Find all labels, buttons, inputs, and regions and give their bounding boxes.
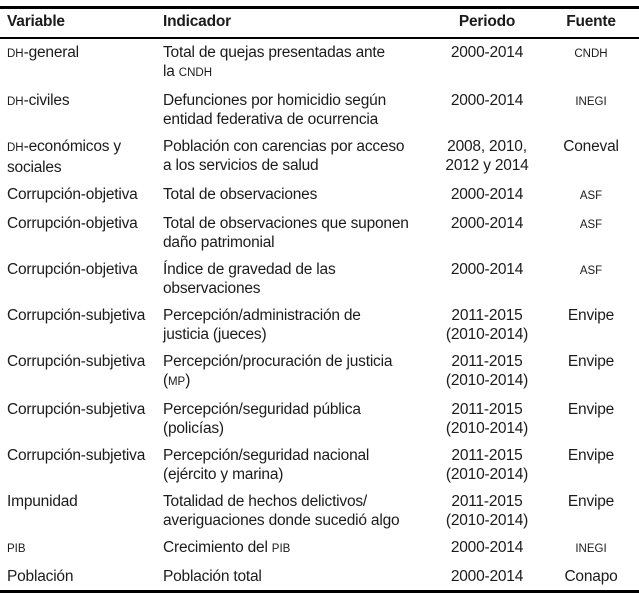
cell-variable: DH-económicos y sociales <box>7 138 121 176</box>
cell-fuente: Envipe <box>567 353 615 370</box>
cell-indicador: Total de observaciones <box>163 186 318 203</box>
cell-indicador: Población con carencias por acceso a los … <box>163 138 405 174</box>
cell-periodo: 2011-2015 (2010-2014) <box>445 493 529 529</box>
cell-periodo: 2011-2015 (2010-2014) <box>445 447 529 483</box>
cell-indicador: Percepción/seguridad pública (policías) <box>163 401 361 437</box>
table-row: Impunidad Totalidad de hechos delictivos… <box>0 488 639 534</box>
table-body: DH-general Total de quejas presentadas a… <box>0 38 639 592</box>
cell-fuente: CNDH <box>574 48 608 60</box>
table-row: Corrupción-subjetiva Percepción/segurida… <box>0 396 639 442</box>
cell-variable: Corrupción-subjetiva <box>7 353 146 370</box>
cell-indicador: Percepción/seguridad nacional (ejército y… <box>163 447 370 483</box>
cell-variable: Corrupción-objetiva <box>7 215 138 232</box>
cell-periodo: 2000-2014 <box>450 539 524 556</box>
table-header-row: Variable Indicador Periodo Fuente <box>0 7 639 39</box>
cell-fuente: Envipe <box>567 401 615 418</box>
column-header-fuente: Fuente <box>543 7 639 39</box>
cell-fuente: INEGI <box>575 96 607 108</box>
cell-indicador: Crecimiento del PIB <box>163 539 291 556</box>
cell-periodo: 2011-2015 (2010-2014) <box>445 307 529 343</box>
cell-fuente: INEGI <box>575 543 607 555</box>
table-row: Corrupción-objetiva Índice de gravedad d… <box>0 256 639 302</box>
table-row: Población Población total 2000-2014 Cona… <box>0 563 639 592</box>
cell-fuente: Envipe <box>567 493 615 510</box>
cell-indicador: Índice de gravedad de las observaciones <box>163 261 336 297</box>
cell-indicador: Defunciones por homicidio según entidad f… <box>163 92 386 128</box>
cell-periodo: 2011-2015 (2010-2014) <box>445 353 529 389</box>
cell-periodo: 2000-2014 <box>450 92 524 109</box>
table-row: DH-general Total de quejas presentadas a… <box>0 38 639 87</box>
cell-indicador: Total de observaciones que suponen daño p… <box>163 215 409 251</box>
cell-indicador: Población total <box>163 568 262 585</box>
table-row: Corrupción-subjetiva Percepción/administ… <box>0 302 639 348</box>
cell-fuente: ASF <box>579 265 603 277</box>
cell-periodo: 2000-2014 <box>450 215 524 232</box>
cell-variable: PIB <box>7 543 26 555</box>
cell-fuente: Envipe <box>567 307 615 324</box>
table-row: Corrupción-subjetiva Percepción/segurida… <box>0 442 639 488</box>
cell-fuente: ASF <box>579 190 603 202</box>
cell-variable: Corrupción-objetiva <box>7 186 138 203</box>
cell-variable: DH-general <box>7 44 79 61</box>
cell-periodo: 2000-2014 <box>450 261 524 278</box>
cell-fuente: Conapo <box>564 568 618 585</box>
cell-fuente: Coneval <box>563 138 619 155</box>
cell-fuente: ASF <box>579 219 603 231</box>
cell-indicador: Total de quejas presentadas ante la CNDH <box>163 44 385 80</box>
cell-indicador: Percepción/administración de justicia (ju… <box>163 307 361 343</box>
table-row: DH-civiles Defunciones por homicidio seg… <box>0 87 639 133</box>
cell-variable: Población <box>7 568 74 585</box>
cell-variable: Corrupción-subjetiva <box>7 447 146 464</box>
cell-fuente: Envipe <box>567 447 615 464</box>
table-row: PIB Crecimiento del PIB 2000-2014 INEGI <box>0 534 639 563</box>
cell-variable: Corrupción-objetiva <box>7 261 138 278</box>
column-header-periodo: Periodo <box>431 7 543 39</box>
cell-indicador: Percepción/procuración de justicia (MP) <box>163 353 393 389</box>
column-header-variable: Variable <box>0 7 163 39</box>
cell-periodo: 2011-2015 (2010-2014) <box>445 401 529 437</box>
table-row: DH-económicos y sociales Población con ca… <box>0 133 639 181</box>
cell-periodo: 2000-2014 <box>450 186 524 203</box>
table-row: Corrupción-subjetiva Percepción/procurac… <box>0 348 639 396</box>
table-row: Corrupción-objetiva Total de observacion… <box>0 210 639 256</box>
variables-table: Variable Indicador Periodo Fuente DH-gen… <box>0 6 639 593</box>
cell-variable: DH-civiles <box>7 92 70 109</box>
cell-indicador: Totalidad de hechos delictivos/averiguac… <box>163 493 400 529</box>
cell-variable: Corrupción-subjetiva <box>7 307 146 324</box>
cell-variable: Corrupción-subjetiva <box>7 401 146 418</box>
cell-periodo: 2008, 2010, 2012 y 2014 <box>445 138 529 174</box>
cell-variable: Impunidad <box>7 493 78 510</box>
column-header-indicador: Indicador <box>163 7 431 39</box>
cell-periodo: 2000-2014 <box>450 44 524 61</box>
table-row: Corrupción-objetiva Total de observacion… <box>0 181 639 210</box>
cell-periodo: 2000-2014 <box>450 568 524 585</box>
